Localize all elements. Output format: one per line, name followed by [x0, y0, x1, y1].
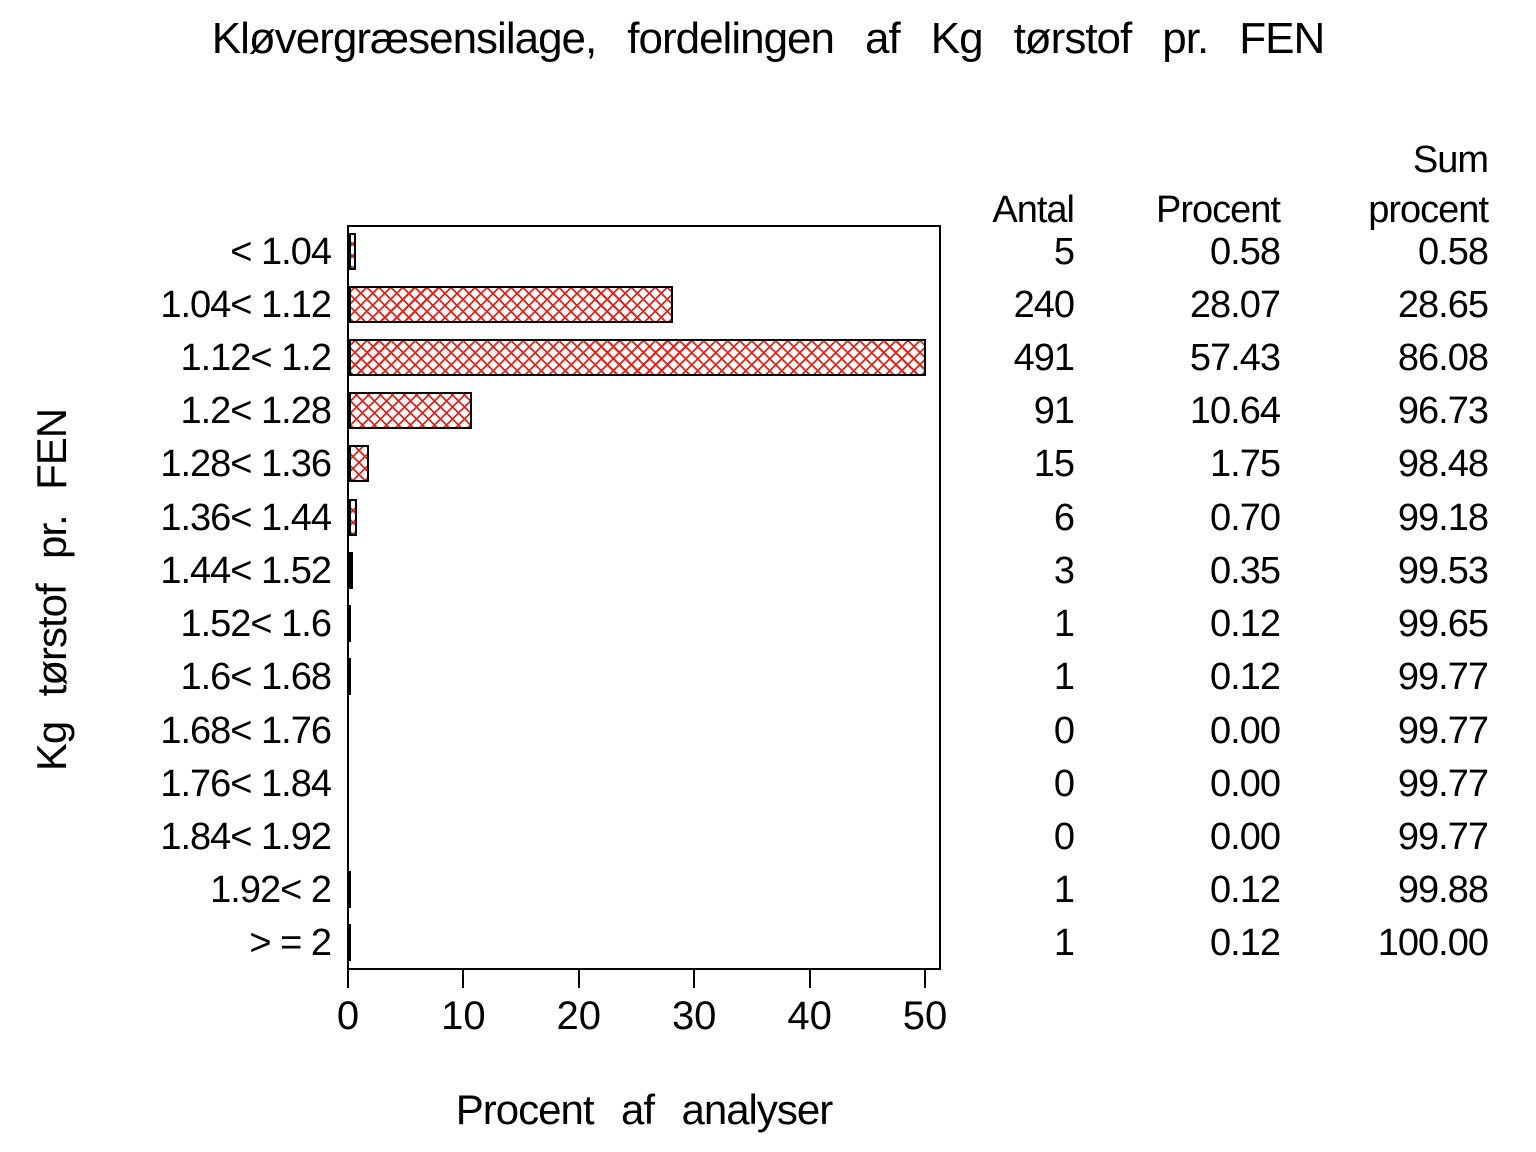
table-cell-antal: 6	[1053, 496, 1075, 539]
category-label: > = 2	[249, 922, 332, 965]
table-header-sum-1: Sum	[1412, 139, 1489, 181]
table-cell-antal: 1	[1053, 869, 1075, 912]
category-label: 1.36< 1.44	[160, 496, 332, 539]
table-cell-antal: 0	[1053, 709, 1075, 752]
category-label: 1.28< 1.36	[160, 443, 332, 486]
table-cell-antal: 491	[1013, 337, 1075, 379]
table-cell-sum-procent: 99.65	[1397, 603, 1489, 646]
table-cell-sum-procent: 98.48	[1397, 443, 1489, 486]
category-label: 1.68< 1.76	[160, 709, 332, 752]
table-cell-procent: 0.12	[1210, 922, 1281, 965]
table-cell-antal: 0	[1053, 815, 1075, 858]
table-cell-sum-procent: 86.08	[1397, 337, 1489, 379]
bar	[349, 498, 358, 536]
table-cell-antal: 15	[1033, 443, 1075, 486]
table-cell-antal: 1	[1053, 656, 1075, 699]
table-cell-sum-procent: 99.88	[1397, 869, 1489, 912]
category-label: 1.2< 1.28	[180, 390, 332, 433]
table-cell-procent: 0.00	[1210, 815, 1281, 858]
table-cell-antal: 240	[1013, 283, 1075, 326]
table-cell-procent: 57.43	[1189, 337, 1281, 379]
table-header-sum-2: procent	[1368, 189, 1489, 231]
bar	[349, 392, 472, 430]
category-label: 1.04< 1.12	[160, 283, 332, 326]
table-cell-procent: 0.35	[1210, 549, 1281, 592]
bar	[349, 924, 351, 962]
x-tick-label: 20	[556, 994, 602, 1038]
x-tick	[347, 968, 349, 988]
x-tick	[693, 968, 696, 988]
table-cell-antal: 3	[1053, 549, 1075, 592]
bar	[349, 338, 926, 376]
table-cell-sum-procent: 99.53	[1397, 549, 1489, 592]
bar	[349, 445, 370, 483]
x-tick	[808, 968, 811, 988]
table-cell-sum-procent: 99.77	[1397, 656, 1489, 699]
category-label: < 1.04	[230, 230, 332, 273]
table-cell-sum-procent: 99.77	[1397, 762, 1489, 805]
x-tick-label: 40	[787, 994, 832, 1038]
table-cell-sum-procent: 99.18	[1397, 496, 1489, 539]
table-cell-antal: 5	[1053, 230, 1075, 273]
category-label: 1.44< 1.52	[160, 549, 332, 592]
plot-area	[347, 225, 941, 970]
x-tick	[924, 968, 926, 988]
bar	[349, 232, 356, 270]
category-label: 1.52< 1.6	[180, 603, 332, 646]
table-cell-sum-procent: 99.77	[1397, 709, 1489, 752]
bar	[349, 605, 351, 642]
table-cell-procent: 0.12	[1210, 869, 1281, 912]
category-label: 1.76< 1.84	[160, 762, 332, 805]
table-cell-procent: 0.12	[1210, 656, 1281, 699]
bar	[349, 871, 351, 908]
table-cell-sum-procent: 99.77	[1397, 815, 1489, 858]
table-header-antal: Antal	[992, 189, 1075, 231]
table-cell-procent: 0.70	[1210, 496, 1281, 539]
table-cell-sum-procent: 0.58	[1418, 230, 1489, 273]
table-cell-procent: 0.58	[1210, 230, 1281, 273]
category-label: 1.6< 1.68	[180, 656, 332, 699]
x-tick-label: 0	[336, 994, 360, 1038]
table-cell-antal: 0	[1053, 762, 1075, 805]
x-tick-label: 30	[671, 994, 717, 1038]
table-cell-sum-procent: 96.73	[1397, 390, 1489, 433]
table-cell-antal: 91	[1033, 390, 1075, 433]
bar	[349, 285, 673, 323]
category-label: 1.84< 1.92	[160, 815, 332, 858]
x-axis-label: Procent af analyser	[455, 1086, 833, 1133]
table-cell-procent: 1.75	[1210, 443, 1281, 486]
table-cell-antal: 1	[1053, 603, 1075, 646]
x-tick-label: 10	[441, 994, 486, 1038]
table-cell-procent: 0.00	[1210, 762, 1281, 805]
x-tick-label: 50	[902, 994, 948, 1038]
table-cell-sum-procent: 28.65	[1397, 283, 1489, 326]
bar	[349, 658, 351, 696]
table-cell-sum-procent: 100.00	[1377, 922, 1489, 965]
category-label: 1.12< 1.2	[180, 337, 332, 379]
x-tick	[462, 968, 465, 988]
table-cell-procent: 0.12	[1210, 603, 1281, 646]
table-cell-procent: 28.07	[1189, 283, 1281, 326]
table-cell-antal: 1	[1053, 922, 1075, 965]
chart-title: Kløvergræsensilage, fordelingen af Kg tø…	[211, 14, 1325, 63]
table-cell-procent: 10.64	[1189, 390, 1281, 433]
table-header-procent: Procent	[1156, 189, 1281, 231]
category-label: 1.92< 2	[210, 869, 332, 912]
table-cell-procent: 0.00	[1210, 709, 1281, 752]
bar	[349, 551, 353, 589]
x-tick	[577, 968, 580, 988]
